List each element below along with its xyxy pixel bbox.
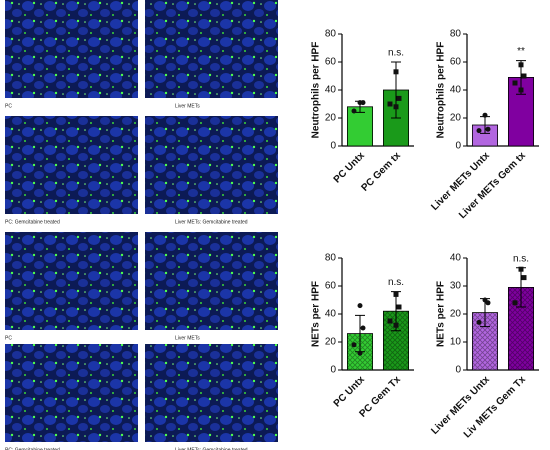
x-tick-label: Liver METs Untx [429, 374, 492, 437]
data-point [393, 69, 399, 75]
data-point [476, 128, 482, 134]
x-tick-label: PC Gem tx [359, 150, 403, 194]
data-point [512, 80, 518, 86]
y-axis-label: Neutrophils per HPF [436, 42, 447, 139]
y-tick-label: 0 [455, 141, 461, 152]
y-tick-label: 0 [455, 365, 461, 376]
annotation: n.s. [388, 277, 404, 288]
micrograph [5, 0, 138, 98]
data-point [357, 303, 363, 309]
y-tick-label: 20 [450, 113, 462, 124]
image-caption: Liver METs: Gemcitabine treated [175, 219, 248, 225]
micrograph [145, 344, 278, 442]
annotation: n.s. [388, 48, 404, 59]
annotation: ** [517, 46, 525, 57]
x-tick-label: PC Untx [332, 150, 368, 186]
micrograph [5, 116, 138, 214]
data-point [387, 318, 393, 324]
data-point [360, 325, 366, 331]
data-point [476, 319, 482, 325]
y-tick-label: 30 [450, 281, 462, 292]
y-axis-label: Neutrophils per HPF [311, 42, 322, 139]
y-tick-label: 40 [325, 309, 337, 320]
y-tick-label: 20 [450, 309, 462, 320]
data-point [393, 322, 399, 328]
y-tick-label: 80 [450, 29, 462, 40]
y-tick-label: 0 [330, 365, 336, 376]
y-tick-label: 40 [450, 253, 462, 264]
data-point [518, 87, 524, 93]
x-tick-label: PC Untx [332, 374, 368, 410]
x-tick-label: Liver METs Untx [429, 150, 492, 213]
bar [346, 106, 373, 147]
micrograph [5, 232, 138, 330]
micrograph [145, 116, 278, 214]
y-tick-label: 60 [325, 57, 337, 68]
annotation: n.s. [513, 253, 529, 264]
y-axis-label: NETs per HPF [311, 281, 322, 347]
data-point [482, 112, 488, 118]
image-caption: PC: Gemcitabine treated [5, 447, 60, 450]
y-axis-label: NETs per HPF [436, 281, 447, 347]
data-point [396, 304, 402, 310]
y-tick-label: 60 [450, 57, 462, 68]
y-tick-label: 80 [325, 253, 337, 264]
image-caption: Liver METs [175, 335, 200, 341]
micrograph [145, 232, 278, 330]
micrograph [145, 0, 278, 98]
x-tick-label: Liv METs Gem Tx [462, 374, 529, 441]
y-tick-label: 10 [450, 337, 462, 348]
image-caption: PC [5, 335, 12, 341]
data-point [521, 73, 527, 79]
data-point [396, 95, 402, 101]
y-tick-label: 20 [325, 113, 337, 124]
data-point [351, 108, 357, 114]
data-point [485, 126, 491, 132]
y-tick-label: 20 [325, 337, 337, 348]
data-point [485, 300, 491, 306]
image-caption: Liver METs: Gemcitabine treated [175, 447, 248, 450]
x-tick-label: Liver METs Gem tx [457, 150, 528, 221]
data-point [357, 350, 363, 356]
y-tick-label: 40 [450, 85, 462, 96]
data-point [393, 291, 399, 297]
data-point [518, 266, 524, 272]
image-caption: Liver METs [175, 103, 200, 109]
data-point [387, 101, 393, 107]
y-tick-label: 0 [330, 141, 336, 152]
image-caption: PC: Gemcitabine treated [5, 219, 60, 225]
data-point [518, 62, 524, 68]
data-point [521, 275, 527, 281]
y-tick-label: 60 [325, 281, 337, 292]
y-tick-label: 80 [325, 29, 337, 40]
data-point [360, 100, 366, 106]
micrograph [5, 344, 138, 442]
data-point [351, 342, 357, 348]
data-point [512, 300, 518, 306]
image-caption: PC [5, 103, 12, 109]
y-tick-label: 40 [325, 85, 337, 96]
data-point [393, 104, 399, 110]
